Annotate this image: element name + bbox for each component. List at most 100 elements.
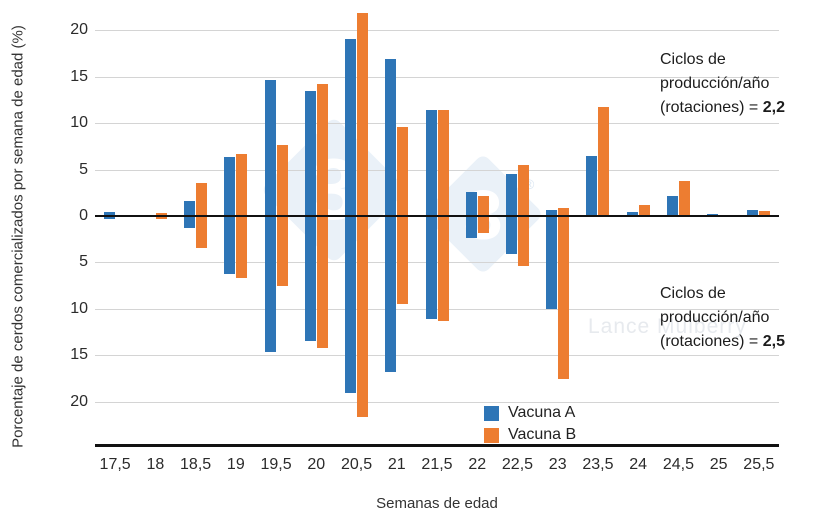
gridline	[95, 76, 779, 78]
y-tick-label: 20	[70, 392, 88, 410]
bar-vacuna-b-top-23	[558, 207, 570, 216]
bar-vacuna-a-top-19,5	[264, 80, 276, 216]
legend: Vacuna A Vacuna B	[484, 402, 576, 446]
y-tick-label: 15	[70, 67, 88, 85]
bar-vacuna-b-top-21	[397, 126, 409, 216]
gridline	[95, 308, 779, 310]
bar-vacuna-a-top-22,5	[505, 174, 517, 216]
bar-vacuna-b-bottom-19	[236, 216, 248, 279]
x-tick-label: 17,5	[99, 456, 131, 473]
bar-vacuna-a-bottom-22	[465, 216, 477, 239]
y-tick-label: 20	[70, 21, 88, 39]
x-tick-label: 18,5	[180, 456, 212, 473]
bar-vacuna-b-bottom-22	[477, 216, 489, 233]
bar-vacuna-a-top-20,5	[345, 38, 357, 216]
x-tick-label: 24	[629, 456, 648, 473]
legend-label: Vacuna A	[508, 404, 576, 421]
annotation-line: (rotaciones) = 2,5	[660, 333, 785, 350]
bar-vacuna-b-top-18	[155, 213, 167, 216]
bar-vacuna-b-bottom-23	[558, 216, 570, 379]
legend-label: Vacuna B	[508, 426, 577, 443]
bar-vacuna-b-top-25,5	[759, 211, 771, 216]
bar-vacuna-b-top-23,5	[598, 107, 610, 216]
y-tick-label: 5	[79, 160, 88, 178]
y-tick-label: 5	[79, 253, 88, 271]
x-tick-label: 25,5	[743, 456, 775, 473]
bar-vacuna-b-bottom-21	[397, 216, 409, 305]
bar-vacuna-b-bottom-18	[155, 216, 167, 219]
x-tick-label: 19	[226, 456, 245, 473]
bar-vacuna-b-top-19,5	[276, 145, 288, 216]
bar-vacuna-a-top-24	[626, 212, 638, 216]
bar-vacuna-b-bottom-21,5	[437, 216, 449, 321]
bar-vacuna-b-top-20	[316, 84, 328, 216]
bar-vacuna-b-top-21,5	[437, 110, 449, 216]
bar-vacuna-a-top-22	[465, 191, 477, 216]
rotations-value: 2,5	[762, 333, 785, 350]
bar-vacuna-a-bottom-18,5	[184, 216, 196, 229]
x-axis-title: Semanas de edad	[376, 495, 498, 512]
bar-vacuna-b-top-20,5	[357, 12, 369, 216]
bar-vacuna-b-bottom-19,5	[276, 216, 288, 286]
watermark-author-text: Lance Mulberry	[588, 315, 747, 338]
gridline	[95, 355, 779, 357]
x-tick-label: 19,5	[260, 456, 292, 473]
bar-vacuna-b-top-24	[638, 204, 650, 216]
gridline	[95, 169, 779, 171]
vacuna-b-swatch-icon	[484, 427, 499, 443]
bar-vacuna-b-top-22,5	[517, 164, 529, 216]
bar-vacuna-a-bottom-21	[385, 216, 397, 373]
bar-vacuna-a-top-21	[385, 58, 397, 216]
x-tick-label: 21	[387, 456, 406, 473]
x-tick-label: 23,5	[582, 456, 614, 473]
x-tick-label: 22	[468, 456, 487, 473]
bar-vacuna-a-top-24,5	[666, 196, 678, 216]
bar-vacuna-a-top-21,5	[425, 110, 437, 216]
bar-vacuna-a-bottom-20,5	[345, 216, 357, 393]
watermark-registered-icon: ®	[524, 176, 535, 192]
x-tick-label: 22,5	[501, 456, 534, 473]
y-tick-label: 10	[70, 299, 88, 317]
bar-vacuna-a-bottom-19	[224, 216, 236, 274]
bar-vacuna-a-bottom-20	[304, 216, 316, 342]
annotation-line: producción/año	[660, 75, 770, 92]
zero-axis-line	[95, 215, 779, 217]
plot-bottom-border	[95, 444, 779, 447]
bar-vacuna-a-top-25,5	[747, 210, 759, 216]
bar-vacuna-a-top-20	[304, 90, 316, 216]
x-tick-label: 23	[548, 456, 567, 473]
bar-vacuna-a-bottom-19,5	[264, 216, 276, 352]
gridline	[95, 262, 779, 264]
y-tick-label: 0	[79, 207, 88, 224]
x-tick-label: 20,5	[340, 456, 373, 473]
x-tick-label: 25	[709, 456, 728, 473]
annotation-rotations-bottom: Ciclos de producción/año (rotaciones) = …	[660, 282, 820, 354]
bar-vacuna-b-bottom-20,5	[357, 216, 369, 417]
bar-vacuna-b-bottom-18,5	[196, 216, 208, 248]
bar-vacuna-a-top-19	[224, 157, 236, 216]
bar-vacuna-a-top-23,5	[586, 155, 598, 216]
y-tick-label: 10	[70, 114, 88, 132]
annotation-line: Ciclos de	[660, 285, 726, 302]
annotation-line: producción/año	[660, 309, 770, 326]
bar-vacuna-a-top-23	[546, 210, 558, 216]
x-tick-label: 20	[307, 456, 326, 473]
bar-vacuna-a-top-18,5	[184, 201, 196, 216]
gridline	[95, 30, 779, 32]
bar-vacuna-b-top-22	[477, 196, 489, 216]
bar-vacuna-b-bottom-20	[316, 216, 328, 348]
rotations-value: 2,2	[762, 99, 785, 116]
bar-vacuna-b-top-18,5	[196, 182, 208, 216]
bar-vacuna-a-bottom-23	[546, 216, 558, 309]
y-axis-title: Porcentaje de cerdos comercializados por…	[9, 25, 27, 448]
y-tick-label: 15	[70, 346, 88, 364]
annotation-line: (rotaciones) = 2,2	[660, 99, 785, 116]
legend-item-vacuna-b: Vacuna B	[484, 424, 576, 446]
x-tick-label: 24,5	[662, 456, 694, 473]
x-tick-label: 18	[146, 456, 165, 473]
gridline	[95, 123, 779, 125]
bar-vacuna-b-top-24,5	[678, 180, 690, 216]
bar-vacuna-b-top-19	[236, 153, 248, 216]
x-tick-label: 21,5	[421, 456, 453, 473]
